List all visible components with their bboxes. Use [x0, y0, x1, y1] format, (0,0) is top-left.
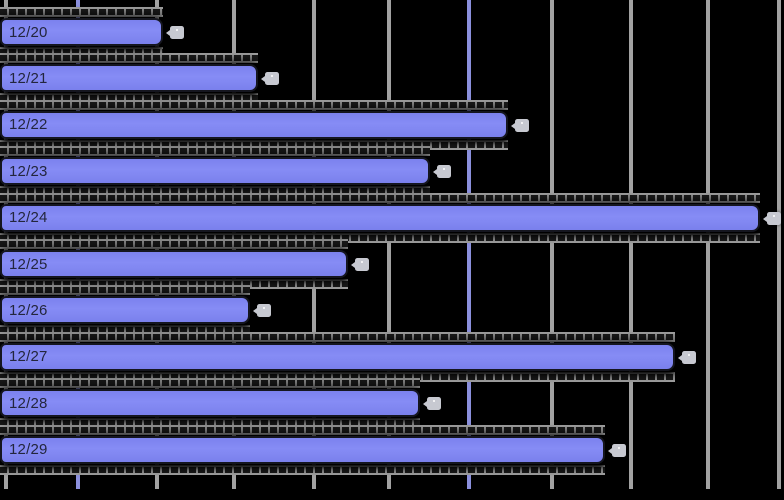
bar[interactable]: 12/28: [0, 389, 420, 418]
hatch-strip-above: [0, 146, 430, 157]
hatch-strip-above: [0, 285, 250, 296]
badge-dot: [361, 261, 363, 263]
bar-row: 12/28: [0, 378, 784, 429]
badge-dot: [176, 29, 178, 31]
gridline: [467, 0, 471, 489]
bar[interactable]: 12/29: [0, 435, 605, 464]
bar[interactable]: 12/27: [0, 342, 675, 371]
value-badge: [351, 258, 369, 271]
bar[interactable]: 12/21: [0, 64, 258, 93]
gridline: [387, 0, 391, 489]
bar-date-label: 12/26: [9, 301, 48, 319]
bar-date-label: 12/20: [9, 23, 48, 41]
bar[interactable]: 12/25: [0, 250, 348, 278]
bar-date-label: 12/27: [9, 348, 48, 366]
bar-date-label: 12/22: [9, 116, 48, 134]
value-badge: [763, 211, 781, 225]
value-badge: [253, 304, 271, 318]
value-badge: [261, 72, 279, 86]
hatch-strip-above: [0, 331, 675, 342]
bar-date-label: 12/23: [9, 162, 48, 180]
bar-row: 12/27: [0, 331, 784, 382]
bar-date-label: 12/24: [9, 209, 48, 227]
badge-dot: [433, 400, 435, 403]
value-badge: [608, 443, 626, 457]
badge-dot: [521, 121, 523, 124]
hatch-strip-above: [0, 239, 348, 249]
value-badge: [678, 350, 696, 364]
hatch-strip-above: [0, 424, 605, 435]
value-badge: [433, 165, 451, 179]
bar-row: 12/23: [0, 146, 784, 197]
bar-date-label: 12/28: [9, 394, 48, 412]
badge-dot: [618, 446, 620, 449]
bar-row: 12/24: [0, 192, 784, 243]
hatch-strip-above: [0, 7, 163, 17]
hatch-strip-above: [0, 192, 760, 203]
bar-date-label: 12/21: [9, 69, 48, 87]
badge-dot: [773, 214, 775, 217]
bar[interactable]: 12/20: [0, 18, 163, 46]
hatch-strip-below: [0, 464, 605, 475]
badge-dot: [443, 168, 445, 171]
bar-row: 12/29: [0, 424, 784, 475]
gridline: [777, 0, 781, 489]
gridline: [706, 0, 710, 489]
hatch-strip-above: [0, 378, 420, 389]
bar-row: 12/21: [0, 53, 784, 104]
bar-row: 12/22: [0, 99, 784, 150]
badge-dot: [263, 307, 265, 310]
value-badge: [166, 26, 184, 39]
bar[interactable]: 12/22: [0, 110, 508, 139]
value-badge: [423, 397, 441, 411]
hatch-strip-above: [0, 53, 258, 64]
bar[interactable]: 12/24: [0, 203, 760, 232]
badge-dot: [271, 75, 273, 78]
bar-date-label: 12/25: [9, 255, 48, 273]
gridline: [629, 0, 633, 489]
bar-row: 12/26: [0, 285, 784, 336]
badge-dot: [688, 353, 690, 356]
bar[interactable]: 12/23: [0, 157, 430, 186]
hatch-strip-below: [0, 232, 760, 243]
value-badge: [511, 118, 529, 132]
hatch-strip-above: [0, 99, 508, 110]
bar-row: 12/25: [0, 239, 784, 289]
bar-date-label: 12/29: [9, 441, 48, 459]
gridline: [550, 0, 554, 489]
bar[interactable]: 12/26: [0, 296, 250, 325]
bar-row: 12/20: [0, 7, 784, 57]
